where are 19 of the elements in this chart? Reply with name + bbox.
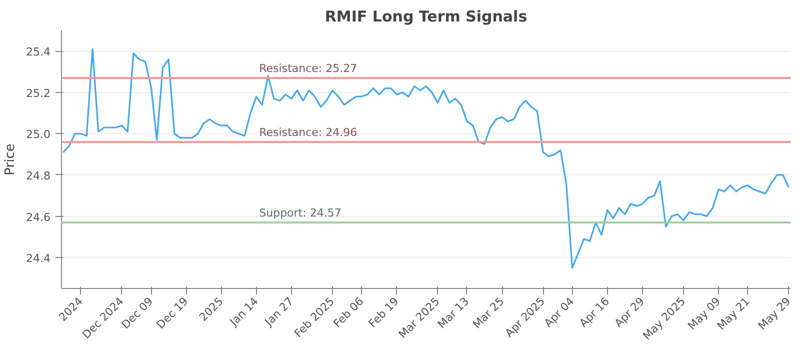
y-tick-label: 25.0 [26,128,51,142]
x-tick-label: Feb 19 [366,294,402,330]
ref-line-label: Resistance: 24.96 [259,126,358,139]
x-tick-label: Jan 14 [226,294,261,330]
y-tick-label: 25.2 [26,86,51,100]
line-series [62,48,790,269]
x-tick-label: Apr 29 [612,294,648,330]
y-axis-title: Price [3,144,18,176]
x-tick-label: Apr 16 [576,294,612,330]
x-tick-label: Jan 27 [262,294,296,330]
y-tick-label: 25.4 [26,46,51,59]
ref-line-label: Resistance: 25.27 [259,62,358,75]
y-tick-label: 24.4 [26,252,51,266]
y-tick-label: 24.6 [26,210,51,224]
x-tick-label: Mar 25 [470,294,507,332]
chart-title: RMIF Long Term Signals [324,8,528,26]
ref-line-label: Support: 24.57 [259,206,342,220]
y-tick-label: 24.8 [26,169,51,182]
x-tick-label: Dec 19 [154,294,191,332]
